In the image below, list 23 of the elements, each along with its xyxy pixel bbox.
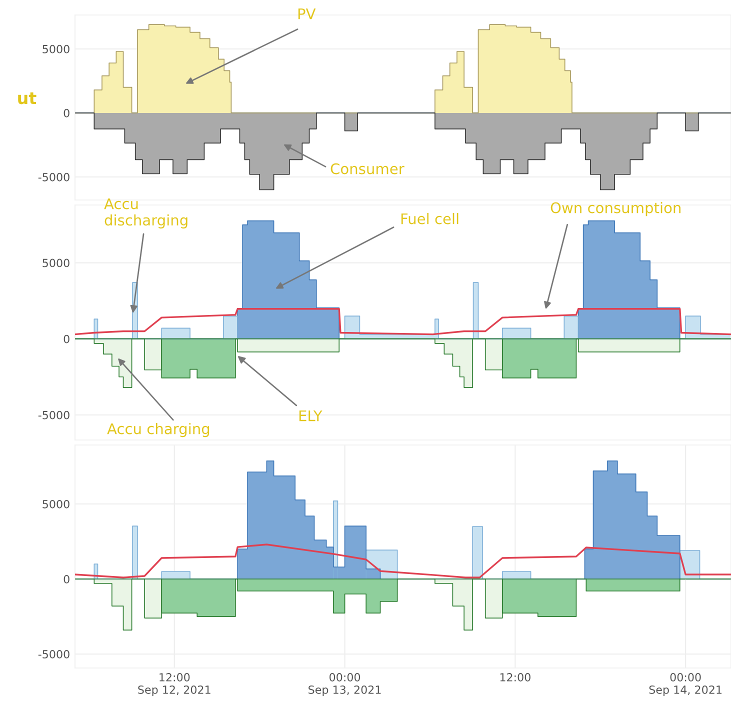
x-tick-label: 00:00 Sep 14, 2021	[649, 673, 722, 696]
y-tick-label: 0	[64, 108, 70, 118]
x-tick-label: 12:00 Sep 12, 2021	[138, 673, 210, 696]
y-tick-label: -5000	[38, 410, 70, 420]
annotation: Consumer	[330, 163, 404, 174]
y-tick-label: 5000	[42, 44, 70, 54]
annotation: Accu discharging	[104, 198, 188, 228]
annotation: ELY	[299, 410, 322, 422]
y-tick-label: -5000	[38, 172, 70, 182]
annotation: Fuel cell	[401, 213, 458, 224]
y-tick-label: 0	[64, 574, 70, 584]
line-series	[75, 544, 731, 578]
y-tick-label: 5000	[42, 258, 70, 268]
annotation: Own consumption	[550, 202, 680, 216]
annotation: PV	[298, 8, 316, 20]
y-axis-title: ut	[18, 92, 36, 104]
x-tick-label: 12:00	[500, 673, 530, 682]
x-tick-label: 00:00 Sep 13, 2021	[308, 673, 381, 696]
line-series	[75, 308, 731, 336]
y-tick-label: 0	[64, 334, 70, 344]
y-tick-label: 5000	[42, 500, 70, 508]
annotation: Accu charging	[107, 423, 210, 438]
y-tick-label: -5000	[38, 650, 70, 658]
